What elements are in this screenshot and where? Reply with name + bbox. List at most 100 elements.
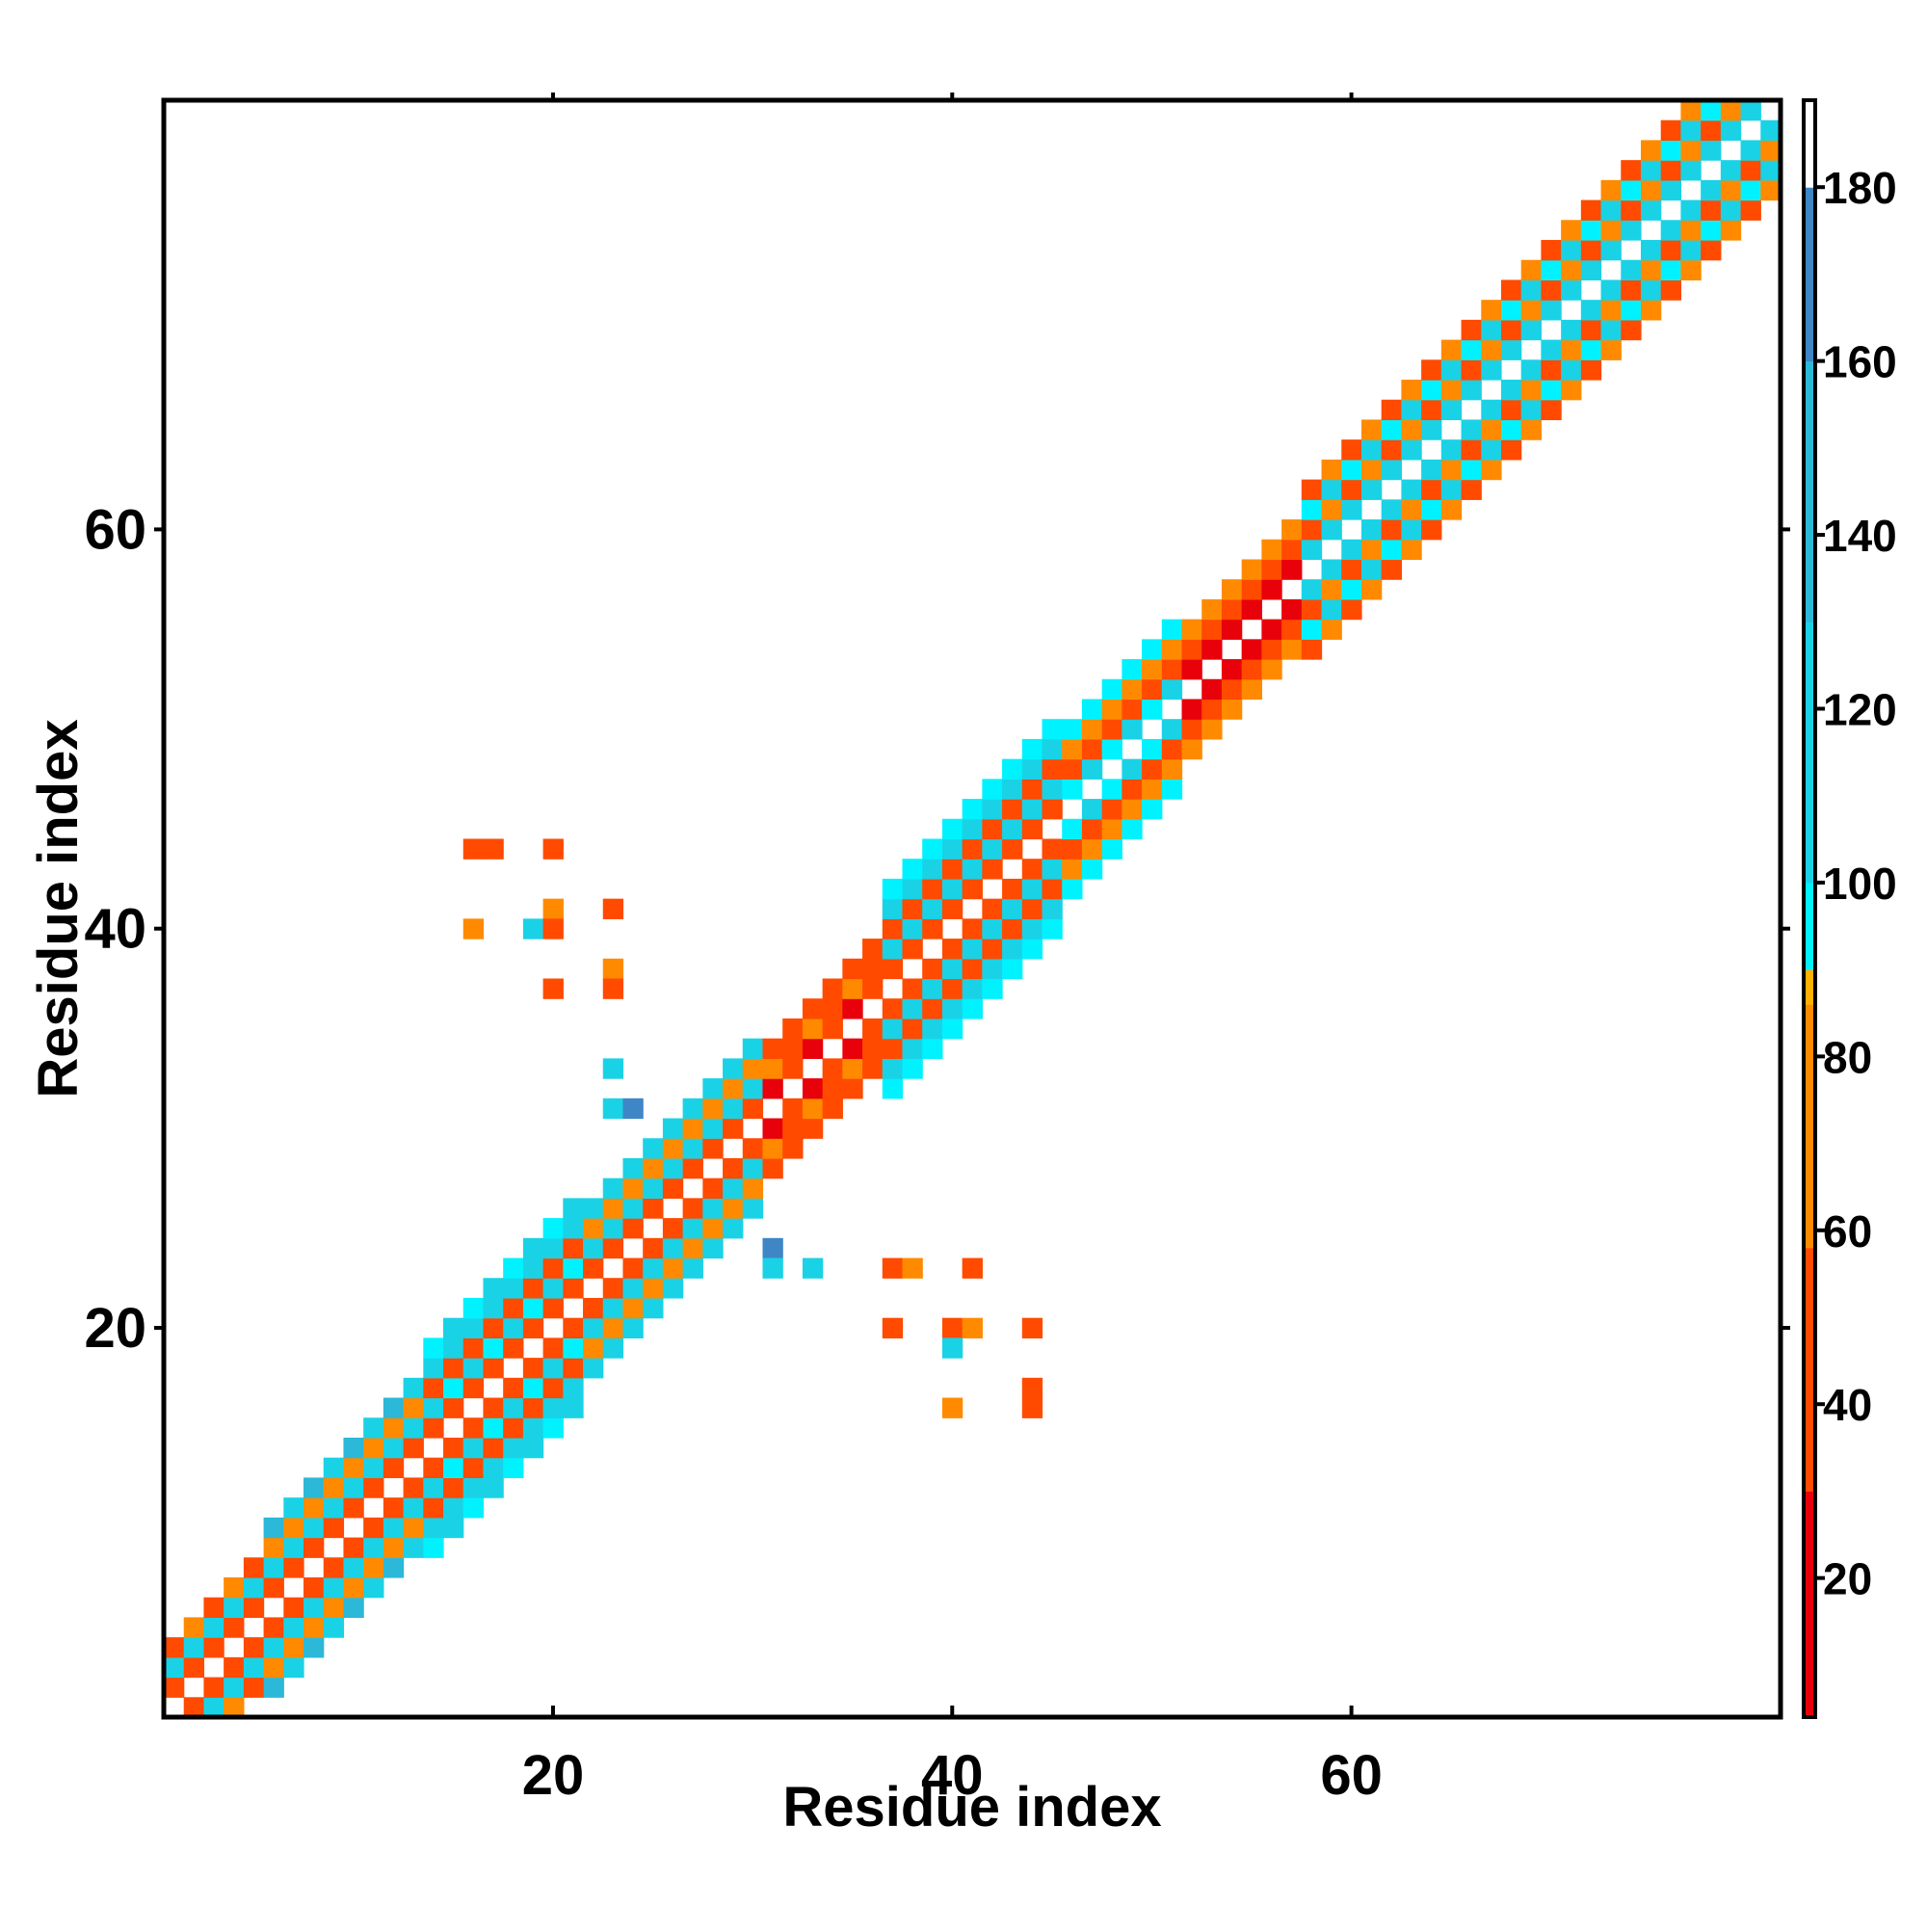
heatmap-cell (462, 1477, 485, 1498)
heatmap-cell (602, 1337, 624, 1359)
heatmap-cell (383, 1397, 405, 1418)
heatmap-cell (1760, 179, 1782, 201)
heatmap-cell (1720, 119, 1742, 142)
heatmap-cell (343, 1457, 364, 1479)
heatmap-cell (1081, 738, 1103, 760)
heatmap-cell (1301, 499, 1323, 520)
heatmap-cell (862, 978, 884, 999)
heatmap-cell (462, 918, 485, 940)
heatmap-cell (1161, 719, 1183, 740)
heatmap-cell (1201, 619, 1223, 640)
heatmap-cell (483, 1297, 504, 1319)
y-axis-title: Residue index (27, 719, 90, 1098)
heatmap-cell (1421, 519, 1442, 541)
heatmap-cell (702, 1078, 724, 1099)
heatmap-cell (1241, 678, 1262, 701)
heatmap-cell (483, 1278, 504, 1299)
heatmap-cell (882, 898, 904, 919)
heatmap-cell (563, 1218, 584, 1239)
heatmap-cell (323, 1497, 345, 1519)
heatmap-cell (1002, 878, 1023, 900)
heatmap-cell (962, 978, 983, 999)
heatmap-cell (243, 1656, 265, 1679)
heatmap-cell (563, 1198, 584, 1219)
heatmap-cell (682, 1198, 703, 1219)
heatmap-cell (1042, 859, 1063, 880)
heatmap-cell (602, 1058, 624, 1079)
heatmap-cell (542, 918, 564, 940)
heatmap-cell (522, 1397, 544, 1418)
heatmap-cell (723, 1078, 744, 1099)
heatmap-cell (882, 1018, 904, 1040)
heatmap-cell (1002, 958, 1023, 980)
heatmap-cell (941, 838, 964, 860)
heatmap-cell (1421, 399, 1442, 421)
heatmap-cell (383, 1417, 405, 1439)
heatmap-cell (682, 1218, 703, 1239)
heatmap-cell (1261, 659, 1282, 680)
heatmap-cell (742, 1138, 764, 1159)
heatmap-cell (243, 1576, 265, 1599)
heatmap-cell (982, 799, 1003, 820)
heatmap-cell (1381, 419, 1402, 440)
heatmap-cell (1181, 639, 1202, 660)
heatmap-cell (602, 958, 624, 980)
heatmap-cell (423, 1477, 444, 1498)
heatmap-cell (902, 878, 923, 900)
heatmap-cell (1481, 339, 1502, 360)
heatmap-cell (1021, 859, 1043, 880)
heatmap-cell (1421, 499, 1442, 520)
heatmap-cell (224, 1597, 245, 1619)
heatmap-cell (762, 1078, 783, 1099)
heatmap-cell (1081, 799, 1103, 820)
heatmap-cell (1062, 838, 1083, 860)
heatmap-cell (403, 1477, 424, 1498)
heatmap-cell (323, 1576, 345, 1599)
heatmap-cell (1201, 598, 1223, 621)
heatmap-cell (563, 1397, 584, 1418)
heatmap-cell (1740, 160, 1761, 181)
heatmap-cell (962, 1257, 983, 1279)
heatmap-cell (243, 1557, 265, 1578)
heatmap-cell (423, 1517, 444, 1539)
heatmap-cell (1381, 499, 1402, 520)
heatmap-cell (1281, 539, 1303, 561)
heatmap-cell (1600, 319, 1622, 341)
heatmap-cell (1660, 160, 1682, 181)
heatmap-cell (602, 1237, 624, 1259)
heatmap-cell (1541, 380, 1562, 401)
heatmap-cell (1401, 419, 1422, 440)
heatmap-cell (263, 1617, 284, 1638)
heatmap-cell (1440, 359, 1463, 381)
heatmap-cell (1481, 319, 1502, 341)
heatmap-cell (343, 1557, 364, 1578)
heatmap-cell (1720, 220, 1742, 241)
heatmap-cell (503, 1397, 524, 1418)
heatmap-cell (1321, 619, 1342, 640)
heatmap-cell (822, 1078, 843, 1099)
heatmap-cell (423, 1457, 444, 1479)
heatmap-cell (542, 1377, 564, 1399)
heatmap-cell (1261, 539, 1282, 561)
heatmap-cell (723, 1218, 744, 1239)
heatmap-cell (423, 1537, 444, 1558)
heatmap-cell (842, 1058, 863, 1079)
heatmap-cell (1081, 859, 1103, 880)
heatmap-cell (1481, 439, 1502, 461)
heatmap-cell (1401, 539, 1422, 561)
heatmap-cell (1740, 140, 1761, 161)
heatmap-cell (1341, 539, 1362, 561)
heatmap-cell (1500, 380, 1522, 401)
heatmap-cell (1621, 220, 1642, 241)
heatmap-cell (622, 1178, 644, 1199)
heatmap-cell (423, 1358, 444, 1379)
heatmap-cell (1101, 738, 1122, 760)
heatmap-cell (243, 1597, 265, 1619)
colorbar-tick-label: 40 (1823, 1380, 1872, 1430)
heatmap-cell (522, 1437, 544, 1459)
heatmap-cell (1520, 279, 1543, 301)
heatmap-cell (1241, 659, 1262, 680)
heatmap-cell (862, 958, 884, 980)
heatmap-cell (782, 1018, 804, 1040)
heatmap-cell (941, 1317, 964, 1338)
